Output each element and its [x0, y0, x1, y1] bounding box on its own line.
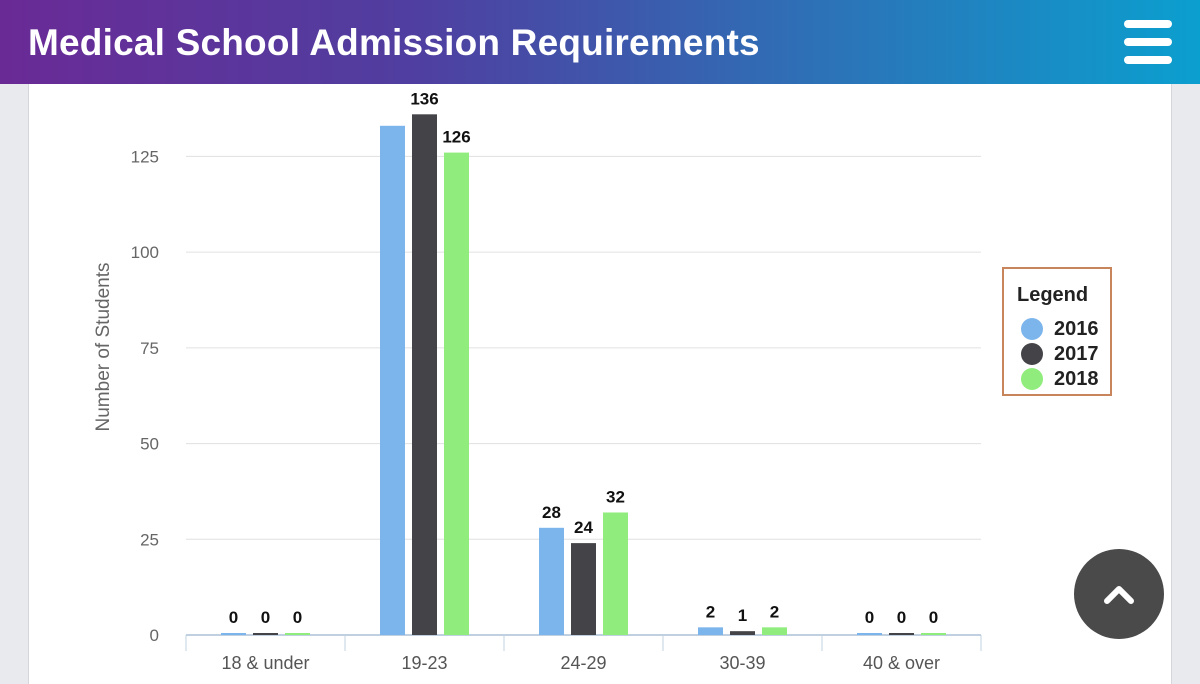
data-label: 0: [229, 608, 238, 627]
bar-2018-18-under[interactable]: [285, 633, 310, 635]
chart-legend: Legend 2016 2017 2018: [1002, 267, 1112, 396]
legend-item-2016[interactable]: 2016: [1018, 317, 1110, 341]
y-tick-label: 0: [150, 626, 159, 645]
data-label: 0: [929, 608, 938, 627]
y-axis-label: Number of Students: [93, 263, 114, 432]
y-tick-label: 75: [140, 339, 159, 358]
bar-2017-30-39[interactable]: [730, 631, 755, 635]
legend-dot-2017: [1021, 343, 1043, 365]
bar-2018-30-39[interactable]: [762, 627, 787, 635]
data-label: 0: [865, 608, 874, 627]
legend-title: Legend: [1017, 284, 1089, 306]
x-tick-label: 19-23: [401, 653, 447, 673]
y-tick-label: 125: [131, 147, 159, 166]
bar-2016-18-under[interactable]: [221, 633, 246, 635]
bar-2016-40-over[interactable]: [857, 633, 882, 635]
data-label: 126: [442, 128, 470, 147]
data-label: 1: [738, 606, 747, 625]
legend-item-2017[interactable]: 2017: [1018, 342, 1110, 366]
chevron-up-icon: [1104, 586, 1134, 604]
bar-2016-19-23[interactable]: [380, 125, 405, 636]
page-title: Medical School Admission Requirements: [28, 22, 760, 63]
bar-2017-40-over[interactable]: [889, 633, 914, 635]
x-tick-label: 30-39: [719, 653, 765, 673]
legend-label-2017: 2017: [1054, 343, 1099, 365]
bar-2016-24-29[interactable]: [539, 527, 564, 635]
bar-2018-24-29[interactable]: [603, 512, 628, 635]
x-tick-label: 24-29: [560, 653, 606, 673]
y-tick-label: 50: [140, 435, 159, 454]
y-tick-label: 25: [140, 530, 159, 549]
hamburger-menu-icon[interactable]: [1116, 14, 1180, 70]
data-label: 2: [770, 602, 779, 621]
bar-2017-19-23[interactable]: [412, 114, 437, 636]
data-label: 24: [574, 518, 593, 537]
data-label: 0: [897, 608, 906, 627]
data-label: 0: [293, 608, 302, 627]
data-label: 2: [706, 602, 715, 621]
data-label: 32: [606, 487, 625, 506]
bar-2017-18-under[interactable]: [253, 633, 278, 635]
x-tick-label: 18 & under: [221, 653, 309, 673]
bar-2018-19-23[interactable]: [444, 152, 469, 635]
bar-2016-30-39[interactable]: [698, 627, 723, 635]
data-label: 0: [261, 608, 270, 627]
app-header: Medical School Admission Requirements: [0, 0, 1200, 84]
legend-dot-2016: [1021, 318, 1043, 340]
legend-label-2018: 2018: [1054, 368, 1099, 390]
menu-bar-bottom: [1124, 56, 1172, 64]
chart-card: 0 25 50 75 100 125 Number of Students 18 & unde…: [28, 84, 1172, 684]
scroll-to-top-button[interactable]: [1074, 549, 1164, 639]
bar-2017-24-29[interactable]: [571, 543, 596, 635]
data-label: 136: [410, 89, 438, 108]
data-label: 28: [542, 503, 561, 522]
x-tick-label: 40 & over: [863, 653, 940, 673]
menu-bar-top: [1124, 20, 1172, 28]
legend-label-2016: 2016: [1054, 318, 1099, 340]
legend-item-2018[interactable]: 2018: [1018, 367, 1110, 391]
legend-dot-2018: [1021, 368, 1043, 390]
menu-bar-middle: [1124, 38, 1172, 46]
bar-2018-40-over[interactable]: [921, 633, 946, 635]
y-tick-label: 100: [131, 243, 159, 262]
